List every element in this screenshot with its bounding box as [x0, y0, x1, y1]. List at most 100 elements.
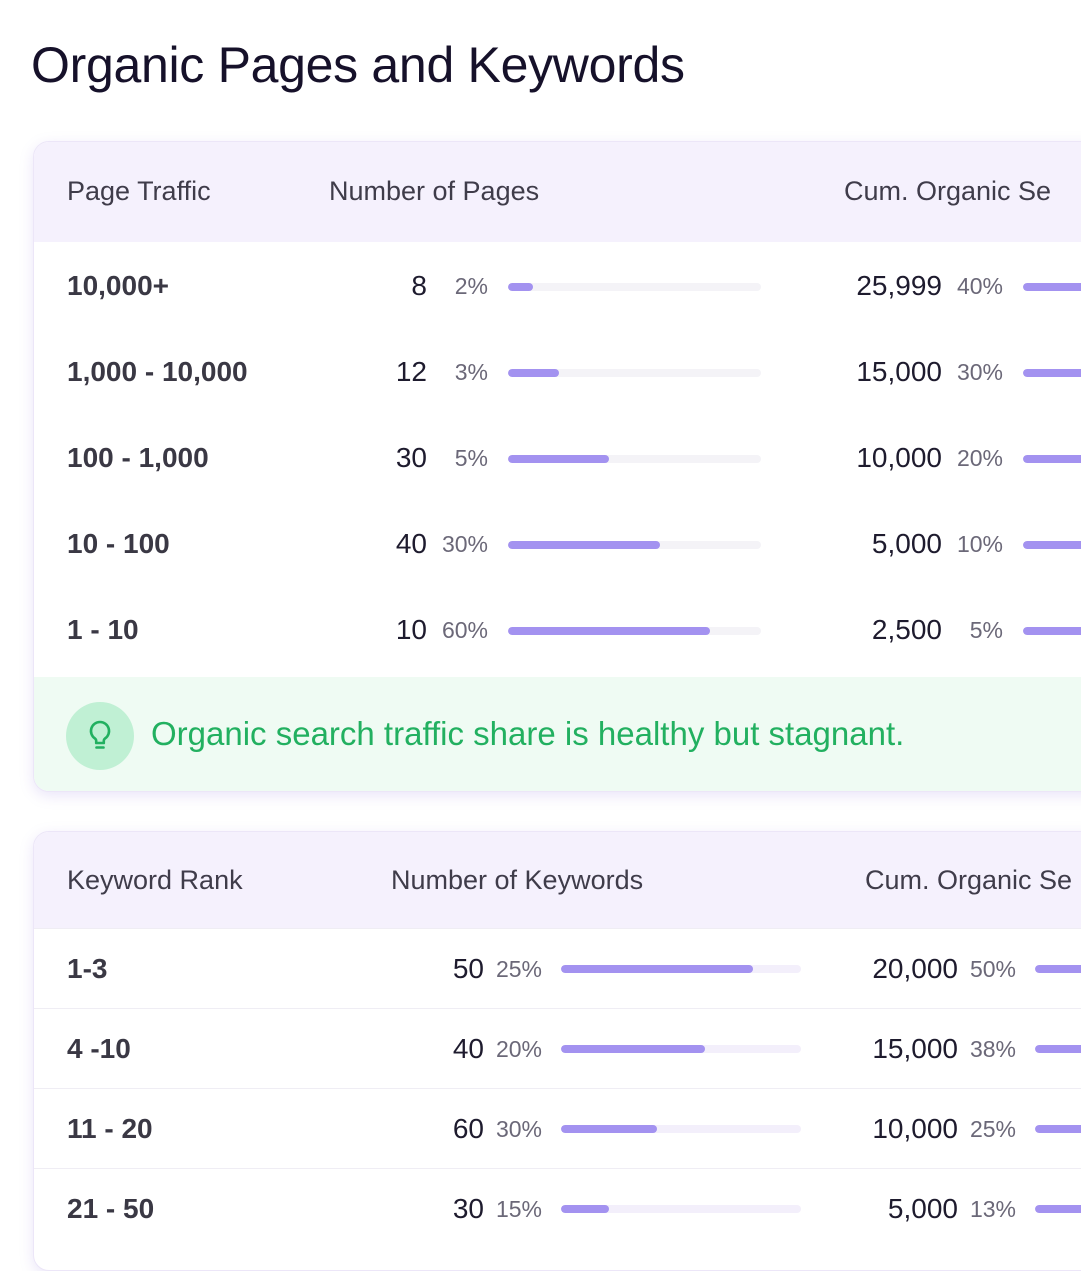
cum-bar-fill	[1023, 541, 1081, 549]
table-row[interactable]: 1 - 10 10 60% 2,500 5%	[34, 588, 1081, 674]
table-row[interactable]: 4 -10 40 20% 15,000 38%	[34, 1008, 1081, 1088]
row-label: 10 - 100	[67, 528, 170, 559]
row-label: 10,000+	[67, 270, 169, 301]
count-bar-fill	[561, 1125, 657, 1133]
insight-banner: Organic search traffic share is healthy …	[34, 677, 1081, 791]
cum-bar-fill	[1023, 369, 1081, 377]
count-percent: 15%	[495, 1196, 542, 1222]
cum-percent: 13%	[969, 1196, 1016, 1222]
count-value: 12	[395, 356, 427, 387]
count-value: 10	[395, 614, 427, 645]
count-bar-track	[508, 283, 761, 291]
count-value: 30	[452, 1193, 484, 1224]
row-label: 1-3	[67, 953, 108, 984]
row-label: 21 - 50	[67, 1193, 155, 1224]
cum-value: 10,000	[872, 1113, 958, 1144]
count-bar-fill	[508, 455, 610, 463]
cum-value: 2,500	[871, 614, 942, 645]
cum-percent: 50%	[969, 956, 1016, 982]
header-number-of-pages[interactable]: Number of Pages	[329, 176, 540, 206]
header-number-of-keywords[interactable]: Number of Keywords	[391, 865, 644, 895]
cum-value: 15,000	[872, 1033, 958, 1064]
count-percent: 30%	[441, 531, 488, 557]
count-percent: 25%	[495, 956, 542, 982]
header-cum-organic-search[interactable]: Cum. Organic Se	[865, 865, 1073, 895]
lightbulb-icon	[66, 702, 134, 770]
cum-bar-fill	[1035, 1045, 1081, 1053]
count-value: 40	[395, 528, 427, 559]
pages-table-card: Page Traffic Number of Pages Cum. Organi…	[33, 141, 1081, 792]
cum-bar-track	[1023, 627, 1081, 635]
count-percent: 20%	[495, 1036, 542, 1062]
table-row[interactable]: 11 - 20 60 30% 10,000 25%	[34, 1088, 1081, 1168]
header-page-traffic[interactable]: Page Traffic	[67, 176, 211, 206]
cum-bar-fill	[1023, 627, 1081, 635]
count-bar-fill	[561, 1205, 609, 1213]
cum-value: 20,000	[872, 953, 958, 984]
count-bar-track	[508, 627, 761, 635]
count-percent: 2%	[454, 273, 488, 299]
cum-percent: 30%	[956, 359, 1003, 385]
cum-percent: 20%	[956, 445, 1003, 471]
count-percent: 30%	[495, 1116, 542, 1142]
count-bar-track	[561, 1045, 801, 1053]
pages-table-header: Page Traffic Number of Pages Cum. Organi…	[34, 142, 1081, 242]
row-label: 11 - 20	[67, 1113, 153, 1144]
row-label: 100 - 1,000	[67, 442, 209, 473]
cum-bar-fill	[1035, 1205, 1081, 1213]
count-bar-fill	[561, 1045, 705, 1053]
row-label: 1 - 10	[67, 614, 139, 645]
cum-bar-track	[1023, 455, 1081, 463]
row-label: 4 -10	[67, 1033, 131, 1064]
count-percent: 3%	[454, 359, 488, 385]
cum-percent: 5%	[969, 617, 1003, 643]
cum-bar-fill	[1035, 1125, 1081, 1133]
cum-percent: 38%	[969, 1036, 1016, 1062]
cum-bar-fill	[1035, 965, 1081, 973]
cum-percent: 25%	[969, 1116, 1016, 1142]
header-cum-organic-search[interactable]: Cum. Organic Se	[844, 176, 1052, 206]
table-row[interactable]: 10 - 100 40 30% 5,000 10%	[34, 502, 1081, 588]
cum-bar-track	[1023, 283, 1081, 291]
cum-value: 5,000	[871, 528, 942, 559]
keywords-table-card: Keyword Rank Number of Keywords Cum. Org…	[33, 831, 1081, 1271]
cum-bar-fill	[1023, 283, 1081, 291]
table-row[interactable]: 1,000 - 10,000 12 3% 15,000 30%	[34, 330, 1081, 416]
count-bar-track	[561, 965, 801, 973]
cum-bar-track	[1035, 1205, 1081, 1213]
row-label: 1,000 - 10,000	[67, 356, 248, 387]
count-bar-track	[508, 369, 761, 377]
count-bar-track	[561, 1125, 801, 1133]
cum-bar-fill	[1023, 455, 1081, 463]
cum-bar-track	[1023, 541, 1081, 549]
cum-value: 25,999	[856, 270, 942, 301]
cum-percent: 10%	[956, 531, 1003, 557]
count-bar-fill	[508, 627, 711, 635]
table-row[interactable]: 21 - 50 30 15% 5,000 13%	[34, 1168, 1081, 1248]
cum-value: 5,000	[887, 1193, 958, 1224]
table-row[interactable]: 100 - 1,000 30 5% 10,000 20%	[34, 416, 1081, 502]
cum-bar-track	[1035, 965, 1081, 973]
count-percent: 5%	[454, 445, 488, 471]
cum-value: 10,000	[856, 442, 942, 473]
count-value: 30	[395, 442, 427, 473]
header-keyword-rank[interactable]: Keyword Rank	[67, 865, 243, 895]
keywords-table-header: Keyword Rank Number of Keywords Cum. Org…	[34, 832, 1081, 928]
count-bar-track	[508, 541, 761, 549]
count-value: 60	[452, 1113, 484, 1144]
cum-percent: 40%	[956, 273, 1003, 299]
table-row[interactable]: 1-3 50 25% 20,000 50%	[34, 928, 1081, 1008]
count-percent: 60%	[441, 617, 488, 643]
table-row[interactable]: 10,000+ 8 2% 25,999 40%	[34, 244, 1081, 330]
insight-text: Organic search traffic share is healthy …	[151, 715, 905, 752]
page-title: Organic Pages and Keywords	[31, 37, 685, 93]
cum-bar-track	[1035, 1045, 1081, 1053]
cum-bar-track	[1035, 1125, 1081, 1133]
count-bar-fill	[508, 541, 660, 549]
count-value: 8	[411, 270, 427, 301]
count-bar-track	[561, 1205, 801, 1213]
count-bar-fill	[508, 283, 534, 291]
cum-value: 15,000	[856, 356, 942, 387]
cum-bar-track	[1023, 369, 1081, 377]
count-value: 40	[452, 1033, 484, 1064]
